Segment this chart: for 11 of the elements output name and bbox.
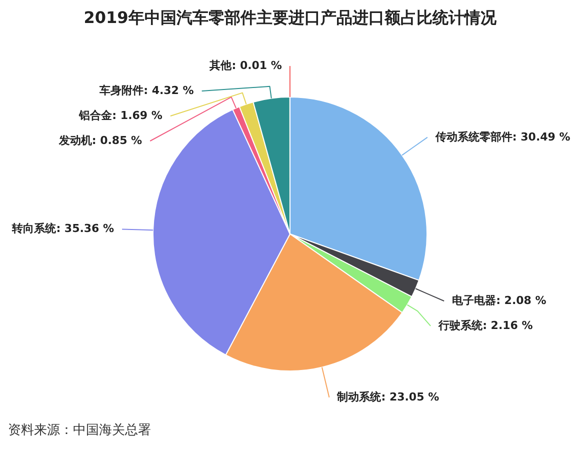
slice-label: 转向系统: 35.36 %	[11, 222, 114, 236]
text: 资料来源：中国海关总署	[8, 423, 151, 438]
slice-label: 制动系统: 23.05 %	[336, 390, 440, 404]
slice-label: 发动机: 0.85 %	[58, 134, 142, 147]
slice-label: 行驶系统: 2.16 %	[438, 318, 533, 332]
slice-label: 铝合金: 1.69 %	[78, 109, 162, 122]
slice-label: 传动系统零部件: 30.49 %	[434, 130, 570, 144]
slice-label: 车身附件: 4.32 %	[98, 84, 194, 97]
slice-label: 其他: 0.01 %	[208, 59, 282, 72]
chart-title: 2019年中国汽车零部件主要进口产品进口额占比统计情况	[84, 8, 498, 27]
slice-label: 电子电器: 2.08 %	[452, 294, 546, 307]
